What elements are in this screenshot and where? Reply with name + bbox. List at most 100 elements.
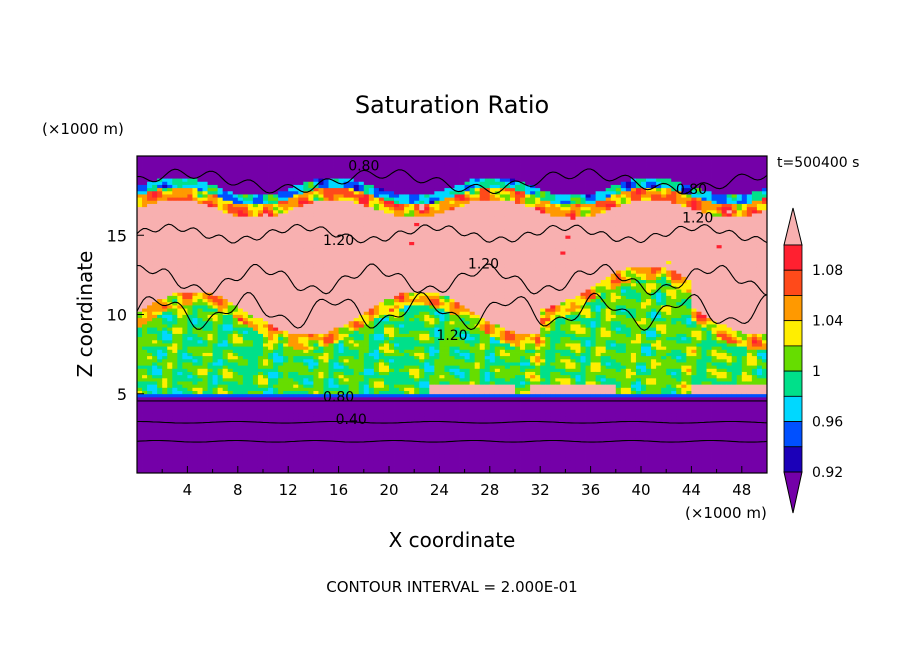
field-cell xyxy=(298,194,304,198)
field-cell xyxy=(257,406,264,410)
field-cell xyxy=(298,444,304,449)
field-cell xyxy=(227,320,234,325)
field-cell xyxy=(363,289,370,293)
field-cell xyxy=(257,400,264,404)
field-cell xyxy=(207,393,213,398)
field-cell xyxy=(162,292,168,296)
field-cell xyxy=(278,396,284,401)
field-cell xyxy=(363,381,370,385)
field-cell xyxy=(257,241,264,246)
field-cell xyxy=(273,257,279,262)
field-cell xyxy=(308,301,314,306)
field-cell xyxy=(358,374,365,379)
field-cell xyxy=(263,200,269,204)
field-cell xyxy=(313,374,319,379)
field-cell xyxy=(383,434,390,439)
field-cell xyxy=(182,343,188,347)
field-cell xyxy=(212,365,219,369)
field-cell xyxy=(378,308,385,312)
field-cell xyxy=(288,304,294,309)
field-cell xyxy=(333,403,339,407)
field-cell xyxy=(328,187,334,192)
field-cell xyxy=(212,270,219,274)
field-cell xyxy=(252,434,259,439)
field-cell xyxy=(177,282,183,287)
field-cell xyxy=(363,162,370,166)
field-cell xyxy=(338,260,345,265)
field-cell xyxy=(152,409,158,414)
field-cell xyxy=(338,460,345,464)
field-cell xyxy=(172,362,178,366)
field-cell xyxy=(323,428,329,433)
field-cell xyxy=(197,393,203,398)
field-cell xyxy=(333,190,339,195)
field-cell xyxy=(147,260,153,265)
field-cell xyxy=(162,368,168,372)
field-cell xyxy=(242,276,249,281)
field-cell xyxy=(157,238,163,242)
field-cell xyxy=(172,390,178,395)
field-cell xyxy=(177,241,183,246)
field-cell xyxy=(192,308,198,312)
field-cell xyxy=(257,266,264,271)
field-cell xyxy=(318,241,324,246)
field-cell xyxy=(288,222,294,227)
field-cell xyxy=(217,162,224,166)
field-cell xyxy=(162,222,168,227)
field-cell xyxy=(237,187,244,192)
field-cell xyxy=(142,165,148,170)
field-cell xyxy=(263,194,269,198)
field-cell xyxy=(237,247,244,252)
field-cell xyxy=(172,206,178,211)
field-cell xyxy=(222,339,229,344)
field-cell xyxy=(237,460,244,464)
field-cell xyxy=(343,431,350,436)
field-cell xyxy=(202,453,208,458)
field-cell xyxy=(227,279,234,284)
field-cell xyxy=(177,279,183,284)
field-cell xyxy=(242,412,249,417)
field-cell xyxy=(227,247,234,252)
field-cell xyxy=(363,222,370,227)
field-cell xyxy=(283,358,289,363)
field-cell xyxy=(142,333,148,338)
field-cell xyxy=(333,330,339,334)
field-cell xyxy=(152,175,158,179)
field-cell xyxy=(242,241,249,246)
field-cell xyxy=(237,241,244,246)
field-cell xyxy=(353,162,360,166)
field-cell xyxy=(363,358,370,363)
field-cell xyxy=(303,232,309,236)
field-cell xyxy=(368,327,375,331)
field-cell xyxy=(338,194,345,198)
field-cell xyxy=(348,301,355,306)
field-cell xyxy=(152,393,158,398)
field-cell xyxy=(222,200,229,204)
field-cell xyxy=(283,225,289,230)
field-cell xyxy=(222,434,229,439)
field-cell xyxy=(318,463,324,468)
field-cell xyxy=(197,292,203,296)
field-cell xyxy=(358,266,365,271)
field-cell xyxy=(358,368,365,372)
field-cell xyxy=(318,181,324,185)
field-cell xyxy=(212,406,219,410)
field-cell xyxy=(232,216,239,220)
field-cell xyxy=(167,428,173,433)
field-cell xyxy=(237,409,244,414)
field-cell xyxy=(202,209,208,214)
field-cell xyxy=(343,257,350,262)
field-cell xyxy=(237,194,244,198)
field-cell xyxy=(273,194,279,198)
field-cell xyxy=(278,194,284,198)
field-cell xyxy=(177,292,183,296)
field-cell xyxy=(308,263,314,268)
field-cell xyxy=(363,175,370,179)
field-cell xyxy=(252,330,259,334)
field-cell xyxy=(328,190,334,195)
field-cell xyxy=(142,431,148,436)
field-cell xyxy=(162,441,168,445)
field-cell xyxy=(227,422,234,426)
field-cell xyxy=(313,168,319,173)
field-cell xyxy=(303,244,309,249)
